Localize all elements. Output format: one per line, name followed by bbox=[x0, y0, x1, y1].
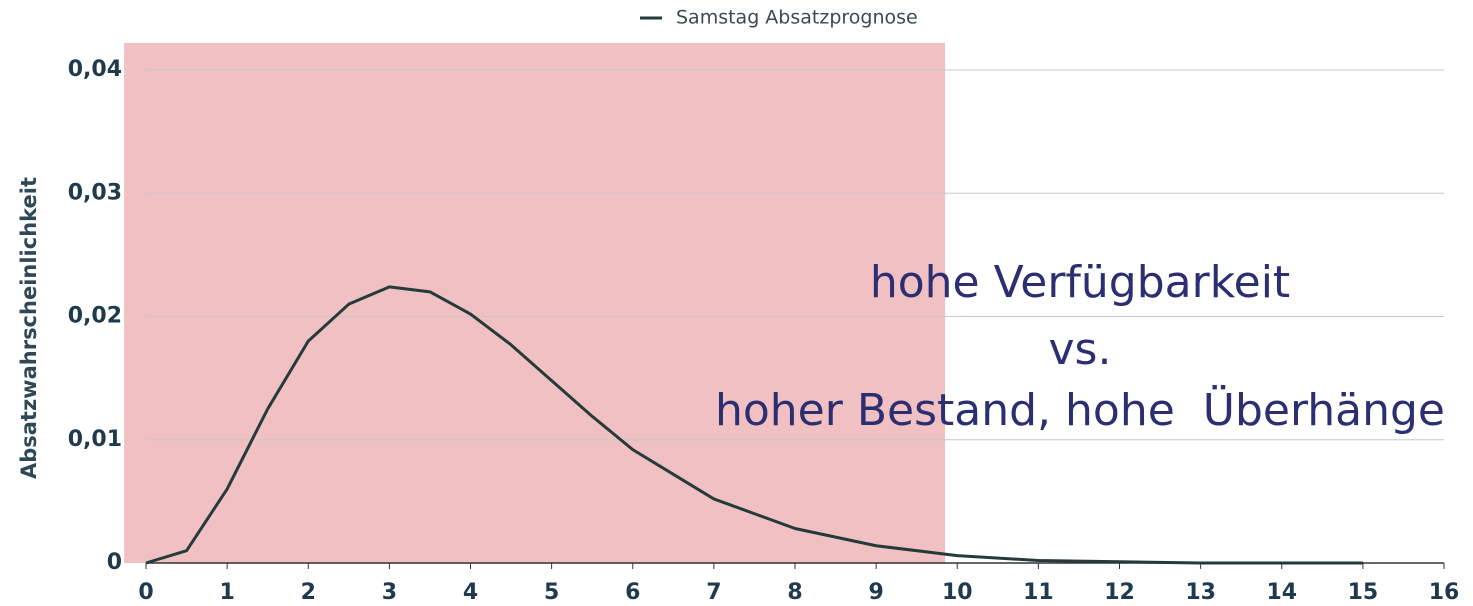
x-tick-label: 3 bbox=[382, 580, 397, 605]
x-tick-label: 11 bbox=[1023, 580, 1054, 605]
highlight-region bbox=[124, 42, 946, 563]
y-tick-label: 0,01 bbox=[68, 427, 122, 452]
y-tick-label: 0 bbox=[107, 550, 122, 575]
x-tick-label: 8 bbox=[787, 580, 802, 605]
x-tick-label: 2 bbox=[301, 580, 316, 605]
annotation: vs. bbox=[1049, 324, 1112, 375]
x-tick-label: 4 bbox=[463, 580, 478, 605]
x-tick-label: 13 bbox=[1185, 580, 1216, 605]
x-tick-label: 15 bbox=[1348, 580, 1379, 605]
annotation: hoher Bestand, hohe Überhänge bbox=[715, 384, 1445, 436]
y-tick-label: 0,04 bbox=[68, 57, 122, 82]
x-tick-label: 10 bbox=[942, 580, 973, 605]
line bbox=[145, 285, 1363, 565]
x-tick-label: 7 bbox=[706, 580, 721, 605]
x-tick-label: 6 bbox=[625, 580, 640, 605]
y-tick-label: 0,02 bbox=[68, 304, 122, 329]
x-tick-label: 1 bbox=[219, 580, 234, 605]
x-tick-label: 5 bbox=[544, 580, 559, 605]
x-tick-label: 12 bbox=[1104, 580, 1135, 605]
x-tick-label: 16 bbox=[1429, 580, 1460, 605]
legend-label: Samstag Absatzprognose bbox=[676, 7, 918, 29]
y-tick-label: 0,03 bbox=[68, 180, 122, 205]
annotation: hohe Verfügbarkeit bbox=[870, 257, 1290, 308]
x-tick-label: 14 bbox=[1266, 580, 1297, 605]
x-tick-label: 9 bbox=[868, 580, 883, 605]
y-axis-label: Absatzwahrscheinlichkeit bbox=[17, 177, 41, 479]
x-tick-label: 0 bbox=[138, 580, 153, 605]
